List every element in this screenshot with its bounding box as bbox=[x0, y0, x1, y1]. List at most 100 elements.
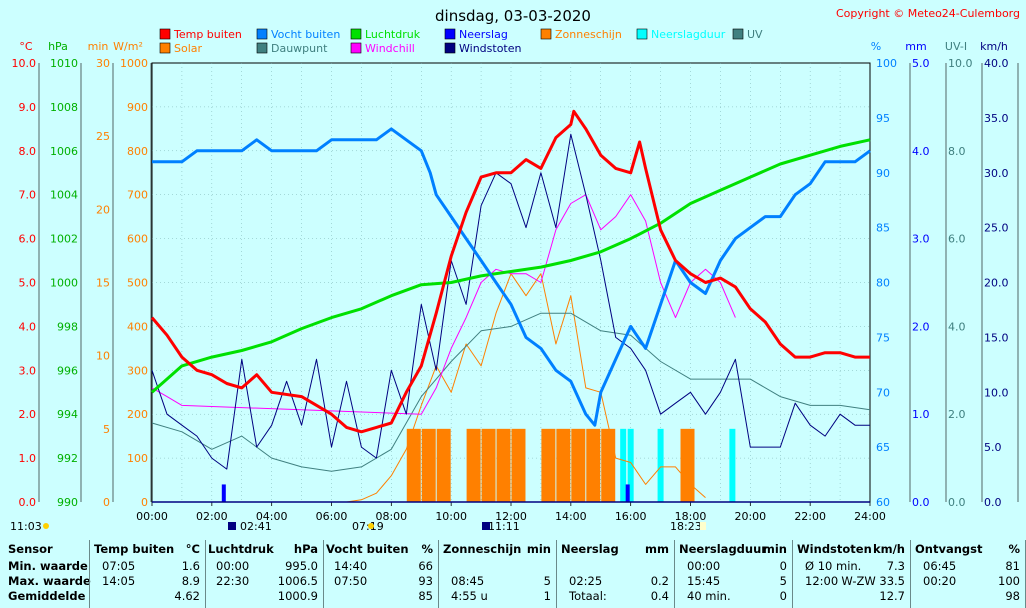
right-axis-tick: 60 bbox=[876, 496, 890, 509]
right-axis-unit: km/h bbox=[980, 40, 1008, 53]
time-marker-label: 18:23 bbox=[670, 520, 702, 533]
left-axis-tick: 1006 bbox=[50, 145, 78, 158]
right-axis-tick: 25.0 bbox=[984, 222, 1009, 235]
left-axis-tick: 1004 bbox=[50, 189, 78, 202]
right-axis-tick: 90 bbox=[876, 167, 890, 180]
summary-time: 07:05 bbox=[102, 559, 136, 573]
left-axis-tick: 3.0 bbox=[19, 364, 37, 377]
summary-row-avg: Gemiddelde bbox=[8, 589, 86, 603]
sunshine-bar bbox=[556, 428, 571, 502]
summary-panel: Sensor Min. waarde Max. waarde Gemiddeld… bbox=[0, 540, 1026, 608]
summary-value: 12.7 bbox=[879, 589, 905, 603]
right-axis-tick: 0.0 bbox=[948, 496, 966, 509]
legend-swatch bbox=[256, 42, 268, 54]
summary-column-humidity: Vocht buiten% 14:40 66 07:50 93 85 bbox=[324, 540, 439, 608]
wind-max-icon bbox=[482, 522, 490, 530]
summary-value: 0.4 bbox=[650, 589, 669, 603]
summary-column-title: Vocht buiten bbox=[326, 542, 409, 556]
rain-duration-bar bbox=[627, 428, 634, 502]
x-axis-tick: 06:00 bbox=[316, 510, 348, 523]
x-axis-tick: 04:00 bbox=[256, 510, 288, 523]
summary-divider bbox=[323, 540, 324, 608]
legend-label: Solar bbox=[174, 42, 203, 55]
summary-column-raindur: Neerslagduur min 00:00 0 15:45 5 40 min. 0 bbox=[677, 540, 793, 608]
summary-time: 4:55 u bbox=[451, 589, 488, 603]
summary-divider bbox=[792, 540, 793, 608]
time-marker-label: 11:11 bbox=[488, 520, 520, 533]
x-axis-tick: 16:00 bbox=[615, 510, 647, 523]
right-axis-tick: 65 bbox=[876, 441, 890, 454]
left-axis-tick: 0 bbox=[141, 496, 148, 509]
chart-title: dinsdag, 03-03-2020 bbox=[435, 7, 591, 25]
right-axis-tick: 5.0 bbox=[984, 441, 1002, 454]
summary-value: 0 bbox=[779, 589, 787, 603]
summary-time: 12:00 bbox=[805, 574, 839, 588]
sunshine-bar bbox=[406, 428, 421, 502]
summary-value: 8.9 bbox=[181, 574, 200, 588]
right-axis-tick: 8.0 bbox=[948, 145, 966, 158]
summary-value: 85 bbox=[418, 589, 433, 603]
left-axis-tick: 6.0 bbox=[19, 233, 37, 246]
left-axis-tick: 8.0 bbox=[19, 145, 37, 158]
left-axis-tick: 400 bbox=[127, 320, 148, 333]
sunshine-bar bbox=[466, 428, 481, 502]
rain-duration-bar bbox=[657, 428, 664, 502]
plot-area bbox=[151, 62, 871, 503]
right-axis-tick: 40.0 bbox=[984, 57, 1009, 70]
sunshine-bar bbox=[541, 428, 556, 502]
left-axis-tick: 4.0 bbox=[19, 320, 37, 333]
legend-swatch bbox=[444, 28, 456, 40]
summary-column-unit: hPa bbox=[293, 542, 318, 556]
summary-divider bbox=[910, 540, 911, 608]
right-axis-tick: 75 bbox=[876, 331, 890, 344]
summary-time: 15:45 bbox=[687, 574, 721, 588]
left-axis-tick: 5 bbox=[103, 423, 110, 436]
windchill-line bbox=[151, 194, 736, 415]
legend-label: UV bbox=[747, 28, 763, 41]
sunshine-bar bbox=[680, 428, 695, 502]
left-axis-tick: 1000 bbox=[50, 277, 78, 290]
left-axis-tick: 100 bbox=[127, 452, 148, 465]
left-axis-tick: 800 bbox=[127, 145, 148, 158]
summary-value: 100 bbox=[998, 574, 1020, 588]
sunshine-bar bbox=[481, 428, 496, 502]
summary-time: 00:00 bbox=[687, 559, 721, 573]
summary-sensor-title: Sensor bbox=[8, 542, 53, 556]
summary-value: 1000.9 bbox=[277, 589, 318, 603]
left-axis-tick: 900 bbox=[127, 101, 148, 114]
summary-sensor: Sensor Min. waarde Max. waarde Gemiddeld… bbox=[0, 540, 91, 608]
temperature-line bbox=[150, 109, 870, 434]
legend-swatch bbox=[444, 42, 456, 54]
summary-column-title: Windstoten bbox=[797, 542, 872, 556]
summary-column-unit: km/h bbox=[872, 542, 905, 556]
summary-value: W-ZW 33.5 bbox=[841, 574, 905, 588]
legend-label: Temp buiten bbox=[173, 28, 242, 41]
left-axis-tick: 500 bbox=[127, 277, 148, 290]
left-axis-tick: 992 bbox=[57, 452, 78, 465]
sunshine-bar bbox=[601, 428, 616, 502]
legend-swatch bbox=[732, 28, 744, 40]
right-axis-tick: 2.0 bbox=[948, 408, 966, 421]
legend-label: Windstoten bbox=[459, 42, 521, 55]
left-axis-unit: min bbox=[88, 40, 109, 53]
sunshine-bar bbox=[421, 428, 436, 502]
summary-column-sunshine: Zonneschijn min 08:45 5 4:55 u 1 bbox=[441, 540, 557, 608]
summary-value: 1.6 bbox=[181, 559, 200, 573]
summary-time: 00:20 bbox=[923, 574, 957, 588]
rain-bar bbox=[625, 484, 630, 502]
summary-value: 7.3 bbox=[886, 559, 905, 573]
summary-column-unit: mm bbox=[645, 542, 669, 556]
legend-swatch bbox=[636, 28, 648, 40]
left-axis-tick: 10.0 bbox=[12, 57, 37, 70]
weather-chart: dinsdag, 03-03-2020 Copyright © Meteo24-C… bbox=[10, 7, 1020, 533]
legend-label: Neerslagduur bbox=[651, 28, 726, 41]
legend-label: Neerslag bbox=[459, 28, 508, 41]
legend-label: Vocht buiten bbox=[271, 28, 340, 41]
left-axis-tick: 0.0 bbox=[19, 496, 37, 509]
summary-column-rain: Neerslag mm 02:25 0.2 Totaal: 0.4 bbox=[559, 540, 675, 608]
summary-time: 07:50 bbox=[334, 574, 368, 588]
summary-time: 06:45 bbox=[923, 559, 957, 573]
left-axis-tick: 1.0 bbox=[19, 452, 37, 465]
right-axis-tick: 4.0 bbox=[912, 145, 930, 158]
summary-value: 1006.5 bbox=[277, 574, 318, 588]
